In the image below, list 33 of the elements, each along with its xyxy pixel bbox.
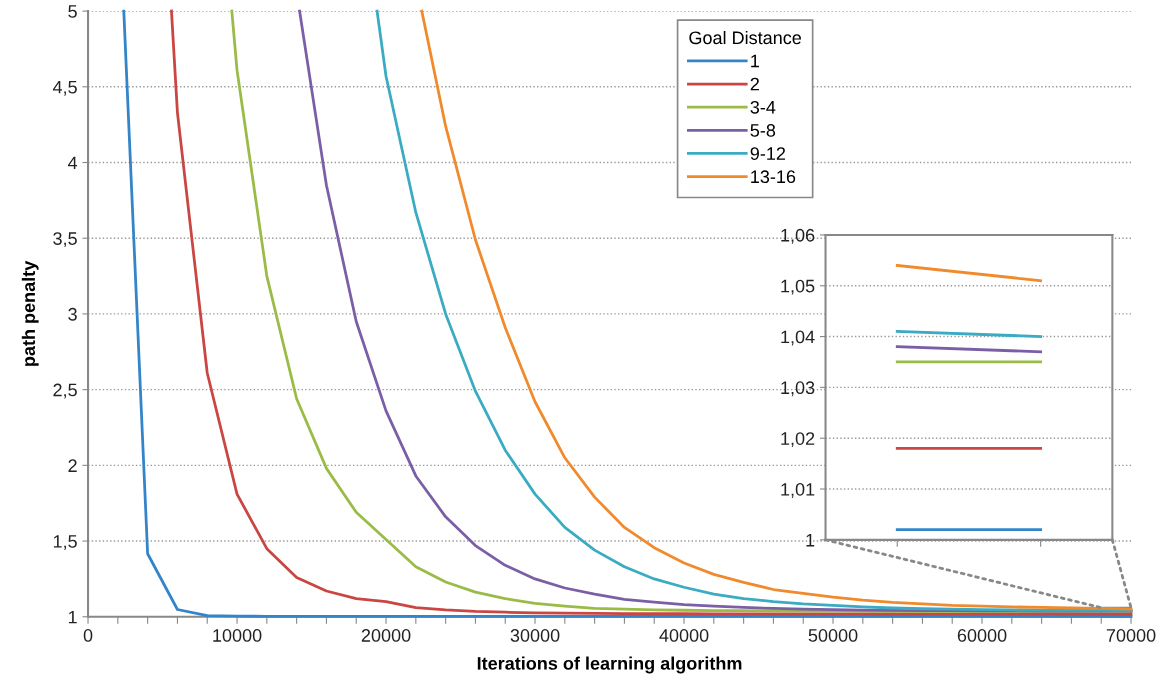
x-tick-label: 70000	[1106, 629, 1156, 642]
x-tick-label: 50000	[808, 629, 858, 642]
x-axis-title: Iterations of learning algorithm	[477, 656, 742, 674]
y-tick-label: 1	[68, 610, 77, 624]
y-tick-label: 4	[67, 156, 78, 170]
x-tick-label: 60000	[957, 629, 1007, 642]
legend-title: Goal Distance	[689, 30, 802, 45]
y-tick-label: 2,5	[53, 383, 77, 399]
x-tick-label: 30000	[510, 629, 560, 642]
legend-label: 5-8	[750, 124, 776, 137]
legend-label: 3-4	[750, 100, 776, 114]
y-axis-title: path penalty	[21, 260, 39, 366]
y-tick-label: 2	[68, 459, 77, 472]
y-tick-label: 1,02	[781, 432, 815, 448]
y-tick-label: 1,5	[53, 535, 77, 550]
legend-label: 9-12	[750, 147, 786, 160]
x-tick-label: 40000	[659, 629, 709, 642]
x-tick-label: 20000	[361, 629, 411, 642]
x-tick-label: 10000	[213, 629, 262, 642]
y-tick-label: 1,01	[781, 482, 815, 498]
legend-label: 2	[750, 77, 759, 91]
x-tick-label: 0	[83, 629, 93, 642]
y-tick-label: 1,04	[781, 330, 815, 346]
y-tick-label: 5	[68, 5, 77, 18]
y-tick-label: 1	[806, 533, 815, 547]
legend-label: 13-16	[751, 170, 796, 184]
legend-label: 1	[751, 54, 759, 68]
y-tick-label: 3	[68, 307, 77, 321]
y-tick-label: 4,5	[52, 80, 77, 96]
y-tick-label: 1,06	[781, 228, 815, 244]
y-tick-label: 1,03	[781, 381, 815, 397]
y-tick-label: 3,5	[53, 232, 77, 248]
y-tick-label: 1,05	[781, 279, 815, 295]
